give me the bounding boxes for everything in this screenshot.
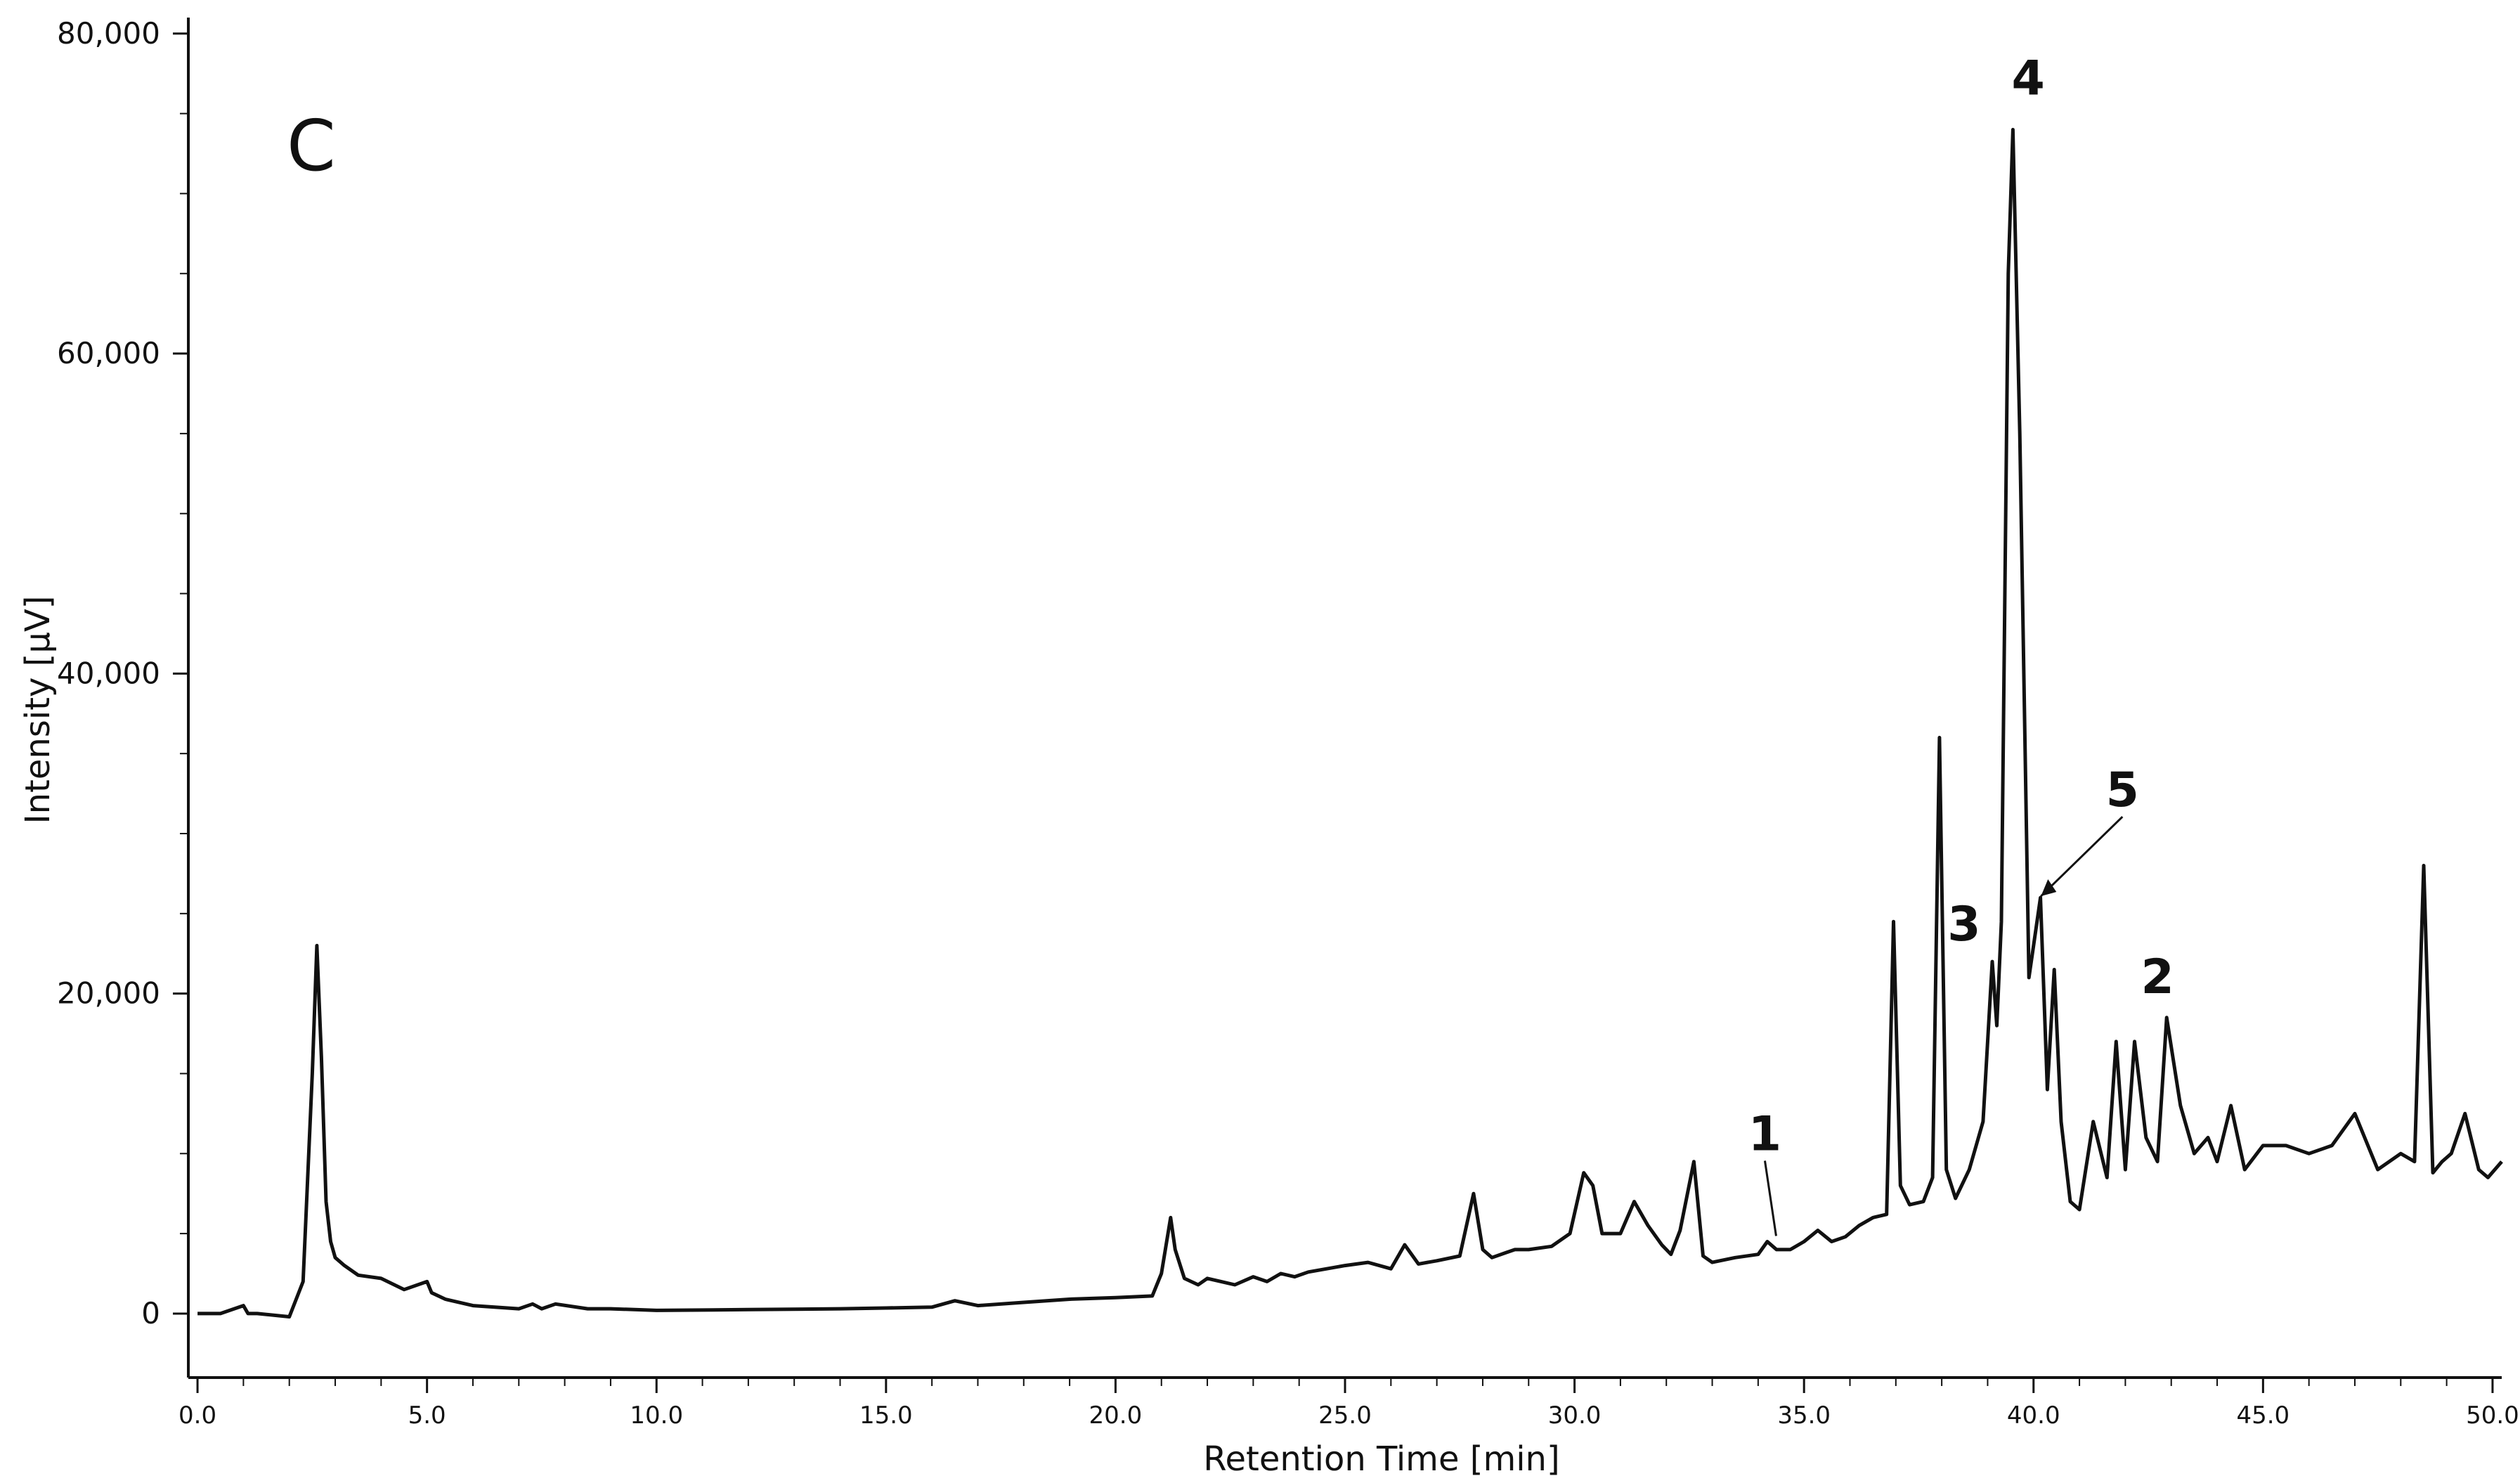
x-tick-label: 20.0	[1089, 1401, 1143, 1430]
plot-area	[197, 127, 2503, 1319]
y-axis-title: Intensity [µV]	[18, 595, 58, 824]
x-tick-label: 45.0	[2236, 1401, 2290, 1430]
panel-label: C	[287, 105, 336, 187]
y-tick-label: 60,000	[57, 336, 160, 370]
peak-label-3: 3	[1947, 897, 1980, 952]
peak-pointer-5	[2040, 815, 2124, 898]
y-tick-label: 40,000	[57, 656, 160, 690]
peak-label-1: 1	[1748, 1107, 1781, 1163]
peak-label-2: 2	[2141, 950, 2174, 1005]
peak-label-4: 4	[2011, 51, 2044, 106]
x-tick-label: 10.0	[630, 1401, 683, 1430]
peak-pointer-head-5	[2041, 879, 2057, 897]
x-tick-label: 15.0	[859, 1401, 913, 1430]
x-tick-label: 40.0	[2007, 1401, 2060, 1430]
x-tick-label: 30.0	[1548, 1401, 1602, 1430]
peak-pointer-1	[1763, 1160, 1777, 1236]
y-tick-label: 0	[141, 1296, 160, 1330]
x-tick-label: 5.0	[408, 1401, 446, 1430]
x-tick-label: 35.0	[1777, 1401, 1831, 1430]
x-tick-label: 0.0	[178, 1401, 216, 1430]
x-tick-label: 50.0	[2466, 1401, 2519, 1430]
y-tick-label: 80,000	[57, 16, 160, 51]
x-tick-label: 25.0	[1318, 1401, 1372, 1430]
peak-label-5: 5	[2106, 763, 2139, 818]
peak-annotations: 1 2 3 4 5	[1748, 51, 2174, 1236]
axis-ticks: 0.0 5.0 10.0 15.0 20.0 25.0 30.0 35.0 40.0 45.0 50…	[57, 16, 2519, 1430]
x-axis-title: Retention Time [min]	[1203, 1439, 1559, 1479]
y-tick-label: 20,000	[57, 976, 160, 1011]
chromatogram-line	[197, 127, 2503, 1319]
